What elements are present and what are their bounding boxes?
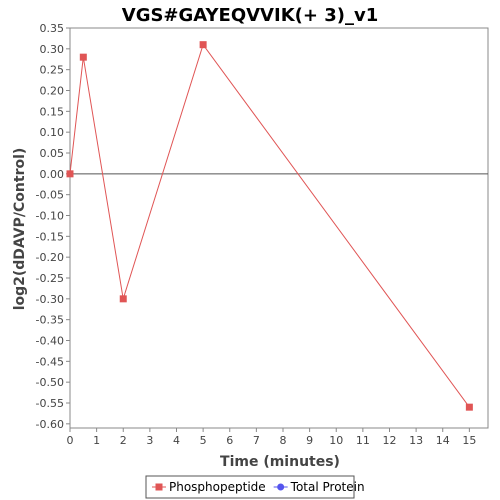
y-tick-label: 0.00	[40, 168, 65, 181]
chart-title: VGS#GAYEQVVIK(+ 3)_v1	[122, 5, 378, 26]
legend-box	[145, 475, 355, 499]
y-tick-label: -0.45	[36, 355, 64, 368]
legend-label-1: Total Protein	[290, 480, 365, 494]
x-tick-label: 4	[173, 434, 180, 447]
x-tick-label: 13	[409, 434, 423, 447]
y-tick-label: 0.25	[40, 64, 65, 77]
y-tick-label: -0.30	[36, 293, 64, 306]
x-tick-label: 14	[436, 434, 450, 447]
legend: Phosphopeptide Total Protein	[145, 475, 365, 499]
y-tick-label: -0.10	[36, 210, 64, 223]
x-tick-label: 1	[93, 434, 100, 447]
y-tick-label: 0.30	[40, 43, 65, 56]
data-point	[79, 53, 87, 61]
y-tick-label: -0.15	[36, 230, 64, 243]
x-tick-label: 9	[306, 434, 313, 447]
data-point	[66, 170, 74, 178]
y-tick-label: 0.20	[40, 85, 65, 98]
data-point	[465, 403, 473, 411]
x-tick-label: 15	[462, 434, 476, 447]
x-tick-label: 2	[120, 434, 127, 447]
y-tick-label: -0.50	[36, 376, 64, 389]
x-tick-label: 10	[329, 434, 343, 447]
y-tick-label: 0.15	[40, 105, 65, 118]
x-tick-label: 3	[146, 434, 153, 447]
x-tick-label: 8	[279, 434, 286, 447]
x-tick-label: 6	[226, 434, 233, 447]
x-tick-label: 7	[253, 434, 260, 447]
y-tick-label: -0.40	[36, 335, 64, 348]
y-tick-label: -0.60	[36, 418, 64, 431]
legend-label-0: Phosphopeptide	[169, 480, 266, 494]
y-tick-label: -0.20	[36, 251, 64, 264]
y-tick-label: 0.10	[40, 126, 65, 139]
y-tick-label: 0.05	[40, 147, 65, 160]
x-tick-label: 12	[382, 434, 396, 447]
x-tick-label: 5	[200, 434, 207, 447]
y-tick-label: -0.05	[36, 189, 64, 202]
plot-area: 0.35 0.30 0.25 0.20 0.15 0.10 0.05 0.00 -0.05 -0.…	[36, 22, 489, 447]
x-axis-label: Time (minutes)	[220, 454, 340, 470]
data-point	[119, 295, 127, 303]
x-tick-label: 0	[67, 434, 74, 447]
legend-marker	[277, 483, 285, 491]
data-point	[199, 41, 207, 49]
y-tick-label: -0.25	[36, 272, 64, 285]
y-tick-label: -0.55	[36, 397, 64, 410]
y-axis-label: log2(dDAVP/Control)	[12, 148, 28, 311]
plot-border	[69, 27, 489, 429]
x-tick-label: 11	[356, 434, 370, 447]
y-tick-label: -0.35	[36, 314, 64, 327]
y-tick-label: 0.35	[40, 22, 65, 35]
legend-marker	[155, 483, 163, 491]
